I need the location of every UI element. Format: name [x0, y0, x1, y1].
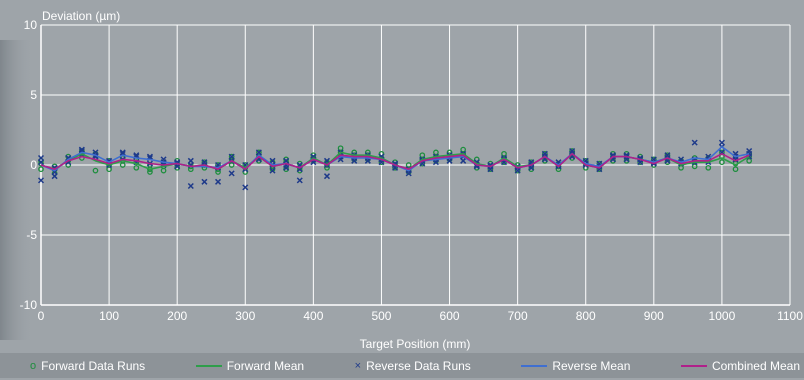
cross-marker-icon: × — [354, 360, 362, 372]
x-tick-label: 600 — [440, 309, 460, 323]
legend-band — [0, 353, 804, 378]
reverse-data-point — [37, 159, 45, 166]
forward-data-point — [106, 166, 112, 173]
axes: 0 100 200 300 400 500 600 700 800 900 1000 1100-10-… — [20, 18, 804, 323]
forward-data-point — [746, 157, 752, 164]
reverse-data-point — [242, 184, 249, 191]
forward-data-point — [719, 159, 725, 166]
forward-data-point — [732, 166, 739, 173]
y-tick-label: -10 — [20, 298, 38, 312]
legend-label: Forward Data Runs — [41, 359, 146, 373]
y-tick-label: 5 — [30, 88, 37, 102]
y-tick-label: -5 — [26, 228, 37, 242]
forward-data-point — [324, 162, 330, 168]
chart-legend: o Forward Data Runs Forward Mean × Rever… — [30, 357, 800, 375]
forward-data-point — [460, 146, 467, 153]
forward-data-point — [92, 167, 99, 174]
reverse-data-point — [119, 149, 126, 156]
forward-data-point — [38, 166, 44, 173]
x-tick-label: 800 — [576, 309, 596, 323]
data-series — [37, 139, 753, 191]
forward-data-point — [160, 167, 167, 174]
x-tick-label: 900 — [644, 309, 664, 323]
reverse-data-point — [37, 177, 45, 184]
line-swatch-icon — [680, 365, 707, 367]
legend-item-combined-mean: Combined Mean — [680, 359, 800, 373]
circle-marker-icon: o — [30, 360, 37, 372]
reverse-data-point — [691, 139, 698, 146]
x-tick-label: 700 — [508, 309, 528, 323]
legend-item-forward-mean: Forward Mean — [195, 359, 305, 373]
x-tick-label: 0 — [38, 309, 45, 323]
x-axis-label: Target Position (mm) — [360, 337, 471, 351]
legend-label: Reverse Data Runs — [366, 359, 471, 373]
x-tick-label: 400 — [303, 309, 323, 323]
x-tick-label: 500 — [371, 309, 391, 323]
reverse-data-point — [215, 178, 222, 185]
line-swatch-icon — [195, 365, 222, 367]
reverse-data-point — [296, 177, 303, 184]
forward-data-point — [691, 163, 698, 170]
x-tick-label: 200 — [167, 309, 187, 323]
x-tick-label: 100 — [99, 309, 119, 323]
legend-label: Combined Mean — [711, 359, 800, 373]
background-photo-edge — [0, 40, 34, 340]
forward-data-point — [228, 153, 235, 160]
legend-label: Reverse Mean — [552, 359, 631, 373]
forward-data-point — [405, 162, 412, 168]
y-axis-label: Deviation (µm) — [42, 9, 120, 23]
legend-item-reverse-data-runs: × Reverse Data Runs — [355, 359, 471, 373]
forward-data-point — [419, 152, 426, 159]
reverse-data-point — [201, 178, 208, 185]
y-tick-label: 10 — [24, 18, 38, 32]
x-tick-label: 1000 — [709, 309, 736, 323]
reverse-data-point — [187, 182, 194, 190]
reverse-data-point — [228, 170, 235, 177]
x-tick-label: 300 — [235, 309, 255, 323]
reverse-data-point — [323, 173, 331, 180]
line-swatch-icon — [521, 365, 548, 367]
forward-data-point — [337, 145, 344, 152]
forward-data-point — [501, 150, 507, 157]
legend-item-forward-data-runs: o Forward Data Runs — [30, 359, 145, 373]
forward-data-point — [119, 162, 126, 168]
legend-label: Forward Mean — [226, 359, 305, 373]
forward-data-point — [433, 149, 439, 156]
reverse-data-point — [269, 167, 276, 174]
combined-mean-line — [40, 153, 750, 170]
forward-data-point — [133, 164, 140, 171]
legend-item-reverse-mean: Reverse Mean — [521, 359, 630, 373]
x-tick-label: 1100 — [777, 309, 803, 323]
y-tick-label: 0 — [30, 158, 37, 172]
reverse-data-point — [146, 153, 153, 160]
forward-data-point — [705, 164, 712, 171]
forward-data-point — [228, 162, 235, 168]
